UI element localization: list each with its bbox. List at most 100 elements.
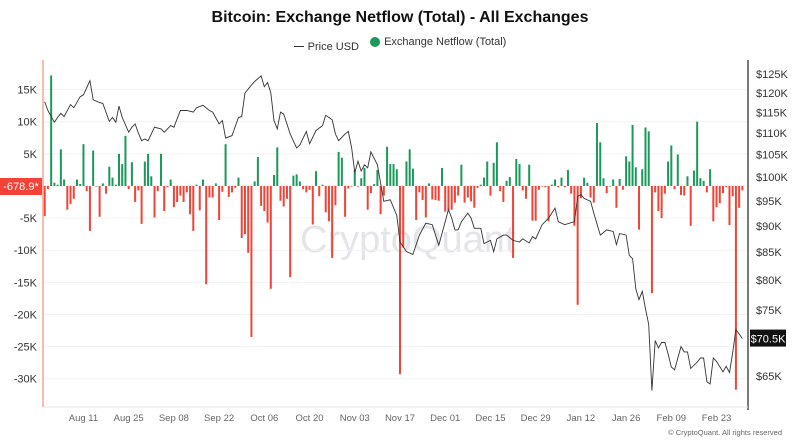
netflow-bar <box>121 164 124 186</box>
x-tick-label: Dec 15 <box>475 413 505 424</box>
netflow-bar <box>130 162 133 186</box>
latest-netflow-badge <box>0 178 42 195</box>
netflow-bar <box>421 185 424 201</box>
netflow-bar <box>114 184 117 186</box>
netflow-bar <box>576 185 579 305</box>
netflow-bar <box>140 185 143 224</box>
netflow-bar <box>715 185 718 208</box>
netflow-bar <box>386 146 389 186</box>
chart-title: Bitcoin: Exchange Netflow (Total) - All … <box>211 9 589 26</box>
netflow-bar <box>625 156 628 186</box>
netflow-bar <box>169 179 172 186</box>
x-tick-label: Oct 06 <box>250 413 278 424</box>
grid <box>43 89 748 380</box>
netflow-bar <box>476 185 479 188</box>
netflow-bar <box>741 185 744 191</box>
netflow-bar <box>418 185 421 193</box>
netflow-bar <box>502 185 505 203</box>
netflow-bar <box>256 157 259 186</box>
right-tick-label: $75K <box>756 305 782 317</box>
netflow-bar <box>214 183 217 186</box>
netflow-bar <box>224 144 227 186</box>
right-tick-label: $100K <box>756 172 788 184</box>
netflow-bars <box>43 75 744 390</box>
netflow-bar <box>521 185 524 191</box>
netflow-bar <box>489 185 492 196</box>
netflow-bar <box>357 185 360 187</box>
netflow-bar <box>689 185 692 226</box>
netflow-bar <box>63 179 66 186</box>
netflow-bar <box>98 185 101 217</box>
netflow-bar <box>424 185 427 218</box>
netflow-bar <box>327 185 330 222</box>
netflow-bar <box>56 184 59 186</box>
netflow-bar <box>667 161 670 186</box>
legend-label-price: Price USD <box>307 40 359 53</box>
netflow-bar <box>218 185 221 221</box>
right-axis: $125K $120K $115K $110K $105K $100K $95K $90K $8… <box>747 60 788 410</box>
netflow-bar <box>366 185 369 210</box>
netflow-bar <box>660 185 663 219</box>
right-tick-label: $115K <box>756 108 788 120</box>
x-tick-label: Jan 12 <box>567 413 596 424</box>
right-tick-label: $90K <box>756 221 782 233</box>
netflow-bar <box>738 185 741 208</box>
netflow-bar <box>247 185 250 253</box>
netflow-bar <box>699 178 702 186</box>
netflow-bar <box>470 185 473 202</box>
netflow-bar <box>618 178 621 186</box>
netflow-bar <box>50 75 53 186</box>
legend-item-netflow[interactable]: Exchange Netflow (Total) <box>370 36 506 48</box>
netflow-bar <box>101 183 104 186</box>
netflow-bar <box>340 157 343 186</box>
netflow-bar <box>192 185 195 231</box>
netflow-bar <box>353 169 356 186</box>
netflow-bar <box>570 185 573 194</box>
netflow-bar <box>318 185 321 197</box>
netflow-bar <box>195 184 198 186</box>
netflow-bar <box>305 185 308 193</box>
x-tick-label: Aug 25 <box>114 413 144 424</box>
netflow-bar <box>641 169 644 186</box>
netflow-bar <box>605 185 608 194</box>
netflow-bar <box>563 185 566 188</box>
netflow-bar <box>285 185 288 199</box>
netflow-bar <box>602 178 605 186</box>
netflow-bar <box>59 149 62 186</box>
netflow-bar <box>663 185 666 194</box>
left-tick-label: 10K <box>17 117 37 129</box>
netflow-bar <box>731 185 734 197</box>
netflow-bar <box>440 167 443 186</box>
netflow-bar <box>709 169 712 186</box>
netflow-bar <box>221 185 224 192</box>
x-tick-label: Dec 29 <box>521 413 551 424</box>
right-tick-label: $65K <box>756 371 782 383</box>
netflow-bar <box>634 167 637 186</box>
netflow-bar <box>363 167 366 186</box>
netflow-bar <box>466 185 469 198</box>
price-line <box>44 75 743 391</box>
netflow-bar <box>683 185 686 196</box>
netflow-bar <box>583 177 586 186</box>
netflow-bar <box>528 164 531 186</box>
right-tick-label: $125K <box>756 69 788 81</box>
netflow-bar <box>638 185 641 230</box>
netflow-bar <box>240 185 243 238</box>
legend-item-price[interactable]: Price USD <box>293 40 359 53</box>
netflow-bar <box>211 185 214 198</box>
x-axis: Aug 11 Aug 25 Sep 08 Sep 22 Oct 06 Oct 20 Nov … <box>43 406 748 424</box>
netflow-bar <box>544 185 547 188</box>
netflow-bar <box>644 127 647 186</box>
netflow-bar <box>43 185 46 217</box>
netflow-bar <box>615 185 618 208</box>
netflow-bar <box>702 180 705 186</box>
x-tick-label: Oct 20 <box>296 413 324 424</box>
netflow-bar <box>599 142 602 186</box>
netflow-bar <box>434 185 437 201</box>
netflow-bar <box>185 185 188 193</box>
netflow-bar <box>447 185 450 211</box>
netflow-bar <box>176 185 179 203</box>
netflow-bar <box>408 149 411 186</box>
netflow-bar <box>201 179 204 186</box>
